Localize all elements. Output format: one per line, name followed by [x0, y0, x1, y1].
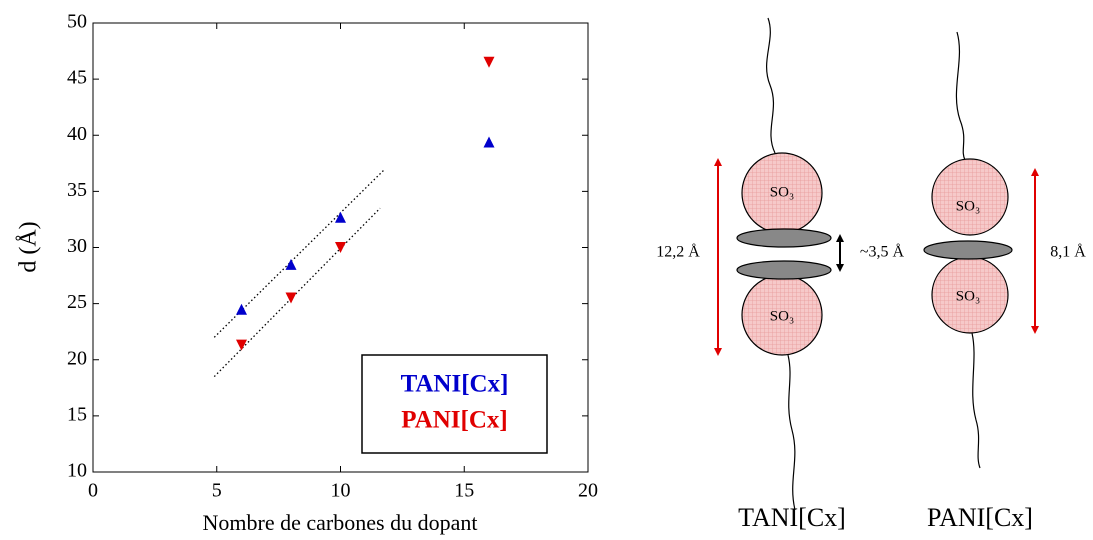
chain [766, 17, 776, 154]
legend-entry: PANI[Cx] [401, 407, 507, 434]
distance-label: 8,1 Å [1050, 243, 1086, 261]
chain [971, 332, 981, 469]
y-tick-label: 50 [67, 11, 87, 33]
head-label: SO₃ [956, 198, 980, 214]
point [285, 258, 297, 270]
head-label: SO₃ [770, 184, 794, 200]
ring [736, 228, 832, 248]
ring [736, 260, 832, 280]
distance-label: ~3,5 Å [860, 243, 905, 261]
pani-diagram [923, 31, 1039, 469]
x-tick-label: 15 [454, 480, 474, 502]
y-tick-label: 30 [67, 235, 87, 257]
point [483, 56, 495, 68]
y-tick-label: 45 [67, 67, 87, 89]
y-tick-label: 25 [67, 291, 87, 313]
y-tick-label: 40 [67, 123, 87, 145]
point [335, 242, 346, 253]
point [236, 303, 247, 315]
distance-label: 12,2 Å [656, 243, 700, 261]
head-label: SO₃ [770, 308, 794, 324]
point [335, 211, 346, 223]
y-tick-label: 20 [67, 347, 87, 369]
y-tick-label: 15 [67, 403, 87, 425]
head-label: SO₃ [956, 288, 980, 304]
x-tick-label: 5 [212, 480, 222, 502]
chain [955, 31, 966, 161]
x-axis-label: Nombre de carbones du dopant [203, 510, 478, 535]
point [285, 292, 297, 304]
y-tick-label: 35 [67, 179, 87, 201]
x-tick-label: 0 [88, 480, 98, 502]
ring [923, 240, 1013, 260]
sulfonate-head [931, 158, 1009, 236]
point [483, 136, 495, 148]
tani-diagram [714, 17, 844, 511]
point [236, 339, 247, 351]
y-tick-label: 10 [67, 460, 87, 482]
diagram-label: TANI[Cx] [738, 503, 846, 532]
y-axis-label: d (Å) [16, 221, 42, 272]
x-tick-label: 10 [331, 480, 351, 502]
legend-box [361, 354, 548, 454]
x-tick-label: 20 [578, 480, 598, 502]
diagram-label: PANI[Cx] [927, 503, 1033, 532]
trend-line [213, 207, 381, 378]
legend-entry: TANI[Cx] [401, 371, 509, 398]
chain [787, 354, 796, 511]
